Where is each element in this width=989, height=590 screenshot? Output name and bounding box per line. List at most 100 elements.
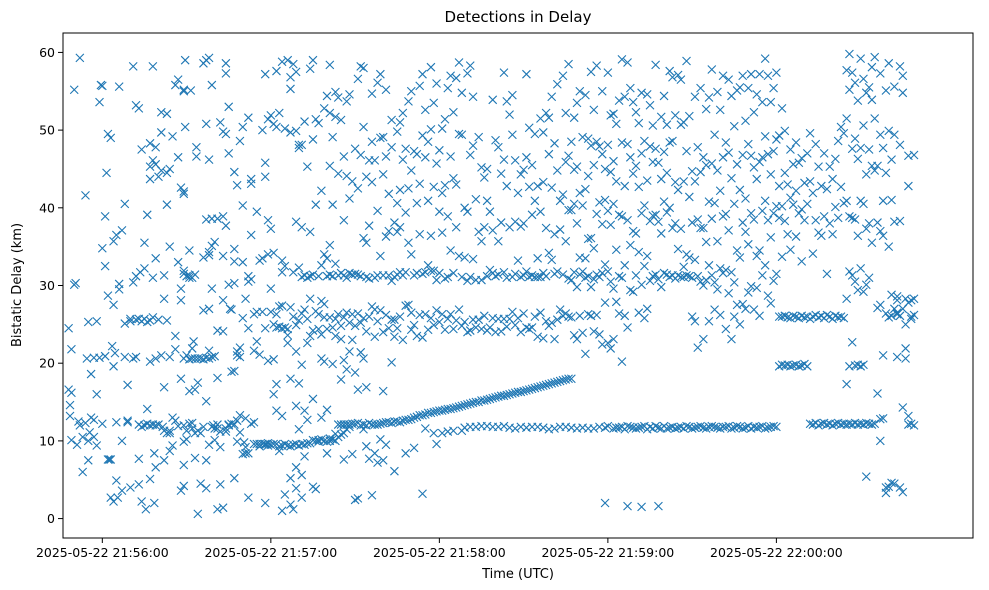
detection-point bbox=[463, 69, 472, 78]
detection-point bbox=[741, 304, 750, 314]
detection-point bbox=[232, 437, 242, 447]
detection-point bbox=[474, 132, 484, 142]
detection-point bbox=[735, 185, 745, 195]
detection-point bbox=[381, 152, 391, 161]
detection-point bbox=[760, 260, 770, 270]
detection-point bbox=[763, 71, 773, 81]
detection-point bbox=[850, 215, 860, 224]
detection-point bbox=[418, 410, 427, 420]
detection-point bbox=[637, 502, 646, 512]
detection-point bbox=[724, 75, 734, 85]
detection-point bbox=[272, 122, 281, 132]
detection-point bbox=[83, 436, 93, 446]
detection-point bbox=[300, 440, 309, 450]
detection-point bbox=[218, 211, 228, 221]
detection-point bbox=[623, 421, 632, 431]
detection-point bbox=[213, 420, 222, 429]
detection-point bbox=[409, 413, 419, 422]
detection-point bbox=[510, 269, 520, 279]
detection-point bbox=[120, 199, 130, 209]
detection-point bbox=[190, 453, 200, 463]
detection-point bbox=[755, 311, 764, 321]
detection-point bbox=[384, 271, 394, 280]
detection-point bbox=[519, 165, 529, 175]
detection-point bbox=[614, 96, 624, 105]
detection-point bbox=[224, 102, 234, 112]
detection-point bbox=[297, 222, 307, 232]
detection-point bbox=[406, 86, 416, 96]
detection-point bbox=[850, 78, 860, 88]
detection-point bbox=[597, 219, 607, 229]
detection-point bbox=[249, 417, 259, 427]
detection-point bbox=[443, 211, 453, 221]
detection-point bbox=[229, 167, 239, 177]
detection-point bbox=[755, 246, 764, 255]
detection-point bbox=[788, 159, 798, 169]
detection-point bbox=[286, 500, 295, 509]
detection-point bbox=[454, 129, 464, 139]
detection-point bbox=[373, 458, 382, 468]
detection-point bbox=[406, 308, 416, 318]
detection-point bbox=[867, 95, 877, 105]
detection-point bbox=[783, 180, 793, 189]
detection-point bbox=[375, 251, 385, 261]
detection-point bbox=[294, 140, 304, 150]
detection-point bbox=[404, 415, 413, 425]
detection-point bbox=[836, 312, 846, 321]
detection-point bbox=[241, 294, 250, 304]
detection-point bbox=[204, 440, 214, 450]
detection-point bbox=[238, 257, 248, 267]
detection-point bbox=[131, 352, 141, 362]
detection-point bbox=[274, 302, 284, 311]
detection-point bbox=[210, 351, 220, 361]
detection-point bbox=[684, 271, 694, 281]
detection-point bbox=[659, 91, 669, 101]
detection-point bbox=[463, 327, 472, 337]
detection-point bbox=[246, 230, 256, 240]
detection-point bbox=[741, 227, 750, 237]
detection-point bbox=[269, 389, 279, 399]
detection-point bbox=[842, 114, 851, 123]
detection-point bbox=[319, 250, 329, 259]
detection-point bbox=[260, 69, 270, 79]
detection-point bbox=[600, 164, 610, 174]
detection-point bbox=[547, 379, 557, 388]
detection-point bbox=[156, 128, 166, 137]
detection-point bbox=[308, 270, 318, 280]
detection-point bbox=[128, 278, 138, 287]
detection-point bbox=[192, 152, 201, 161]
detection-point bbox=[426, 408, 436, 418]
detection-point bbox=[555, 225, 565, 234]
detection-point bbox=[288, 59, 298, 69]
detection-point bbox=[665, 203, 675, 213]
detection-point bbox=[589, 160, 599, 170]
detection-point bbox=[443, 314, 453, 324]
detection-point bbox=[227, 367, 236, 377]
detection-point bbox=[569, 267, 579, 277]
detection-point bbox=[749, 215, 759, 224]
detection-point bbox=[566, 137, 576, 147]
detection-point bbox=[283, 324, 293, 334]
detection-point bbox=[277, 506, 287, 516]
detection-point bbox=[881, 168, 891, 178]
detection-point bbox=[550, 229, 559, 239]
detection-point bbox=[527, 210, 537, 220]
detection-point bbox=[443, 272, 453, 282]
detection-point bbox=[783, 312, 793, 322]
detection-point bbox=[850, 134, 860, 144]
detection-point bbox=[651, 421, 661, 431]
detection-point bbox=[449, 426, 458, 436]
detection-point bbox=[802, 199, 812, 209]
detection-point bbox=[583, 134, 593, 144]
detection-point bbox=[794, 208, 804, 218]
detection-point bbox=[581, 184, 590, 194]
detection-point bbox=[729, 121, 739, 131]
detection-point bbox=[465, 272, 475, 282]
detection-point bbox=[698, 334, 708, 344]
detection-point bbox=[322, 405, 332, 415]
detection-point bbox=[772, 269, 781, 279]
detection-point bbox=[682, 146, 691, 156]
detection-point bbox=[701, 104, 711, 114]
detection-point bbox=[434, 317, 444, 327]
detection-point bbox=[280, 439, 290, 449]
